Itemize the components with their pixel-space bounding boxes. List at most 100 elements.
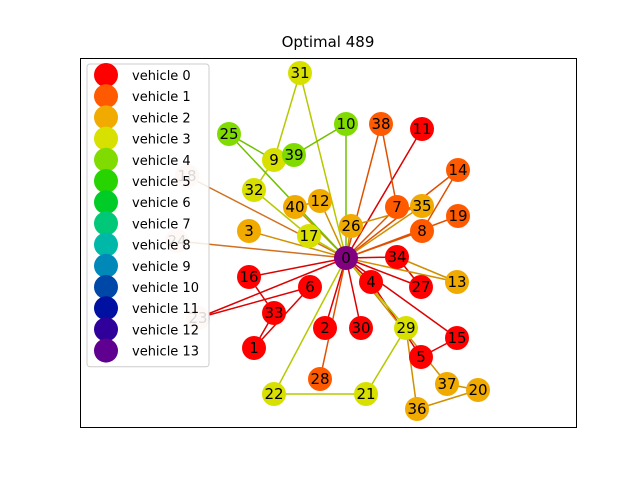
legend-marker-13 xyxy=(94,338,118,363)
node-label-14: 14 xyxy=(448,161,467,179)
node-circle-10 xyxy=(334,112,358,136)
node-6: 6 xyxy=(298,275,322,299)
node-30: 30 xyxy=(349,316,373,340)
legend-entry-2: vehicle 2 xyxy=(94,105,191,130)
node-5: 5 xyxy=(409,345,433,369)
legend-label-11: vehicle 11 xyxy=(132,302,199,317)
node-label-20: 20 xyxy=(468,381,487,399)
legend-marker-6 xyxy=(94,190,118,215)
node-circle-40 xyxy=(283,195,307,219)
node-label-31: 31 xyxy=(290,64,309,82)
legend-entry-6: vehicle 6 xyxy=(94,190,191,215)
legend-entry-11: vehicle 11 xyxy=(94,296,199,321)
node-label-11: 11 xyxy=(412,120,431,138)
route-edge-23-0 xyxy=(197,257,347,319)
node-label-17: 17 xyxy=(299,227,318,245)
legend-label-5: vehicle 5 xyxy=(132,175,191,190)
node-25: 25 xyxy=(217,122,241,146)
node-label-39: 39 xyxy=(284,146,303,164)
node-circle-11 xyxy=(410,117,434,141)
legend-entry-10: vehicle 10 xyxy=(94,275,199,299)
node-circle-9 xyxy=(262,148,286,172)
node-circle-15 xyxy=(445,326,469,350)
legend-label-7: vehicle 7 xyxy=(132,217,191,232)
node-0: 0 xyxy=(334,246,358,270)
route-edge-0-28 xyxy=(319,257,347,380)
node-circle-21 xyxy=(354,382,378,406)
node-32: 32 xyxy=(242,178,266,202)
legend-marker-7 xyxy=(94,211,118,236)
node-circle-13 xyxy=(445,270,469,294)
legend-label-10: vehicle 10 xyxy=(132,281,199,296)
node-27: 27 xyxy=(409,275,433,299)
route-edge-6-23 xyxy=(197,286,311,319)
route-edge-35-0 xyxy=(345,205,423,259)
node-label-16: 16 xyxy=(239,268,258,286)
route-edge-36-29 xyxy=(405,327,418,410)
node-label-10: 10 xyxy=(336,115,355,133)
legend-entry-12: vehicle 12 xyxy=(94,317,199,342)
node-label-19: 19 xyxy=(448,207,467,225)
node-circle-25 xyxy=(217,122,241,146)
legend-marker-12 xyxy=(94,317,118,342)
node-label-26: 26 xyxy=(341,217,360,235)
node-label-6: 6 xyxy=(305,278,315,296)
legend-label-6: vehicle 6 xyxy=(132,196,191,211)
node-28: 28 xyxy=(308,367,332,391)
route-edge-25-0 xyxy=(228,133,347,259)
route-edge-0-11 xyxy=(345,128,423,259)
node-label-1: 1 xyxy=(249,339,259,357)
node-circle-12 xyxy=(308,189,332,213)
node-circle-1 xyxy=(242,336,266,360)
node-37: 37 xyxy=(435,372,459,396)
route-edge-0-13 xyxy=(345,257,458,283)
node-label-34: 34 xyxy=(387,248,406,266)
legend-label-8: vehicle 8 xyxy=(132,239,191,254)
node-12: 12 xyxy=(308,189,332,213)
route-edge-0-29 xyxy=(345,257,407,329)
node-29: 29 xyxy=(394,316,418,340)
node-34: 34 xyxy=(385,245,409,269)
legend-marker-2 xyxy=(94,105,118,130)
node-39: 39 xyxy=(282,143,306,167)
node-15: 15 xyxy=(445,326,469,350)
legend-entry-13: vehicle 13 xyxy=(94,338,199,363)
legend-marker-10 xyxy=(94,275,118,299)
node-11: 11 xyxy=(410,117,434,141)
legend-entry-9: vehicle 9 xyxy=(94,253,191,278)
node-label-13: 13 xyxy=(447,273,466,291)
node-circle-39 xyxy=(282,143,306,167)
chart-title: Optimal 489 xyxy=(281,33,375,51)
legend-marker-4 xyxy=(94,147,118,172)
route-edge-29-21 xyxy=(365,327,407,395)
node-31: 31 xyxy=(288,61,312,85)
legend-label-12: vehicle 12 xyxy=(132,323,199,338)
node-10: 10 xyxy=(334,112,358,136)
node-circle-32 xyxy=(242,178,266,202)
node-8: 8 xyxy=(410,219,434,243)
legend-label-9: vehicle 9 xyxy=(132,260,191,275)
node-label-22: 22 xyxy=(264,385,283,403)
legend-label-13: vehicle 13 xyxy=(132,345,199,360)
node-circle-14 xyxy=(446,158,470,182)
node-circle-3 xyxy=(237,219,261,243)
legend-marker-11 xyxy=(94,296,118,321)
node-circle-37 xyxy=(435,372,459,396)
legend-marker-3 xyxy=(94,126,118,151)
route-edge-38-7 xyxy=(380,123,398,208)
route-edge-0-18 xyxy=(186,175,347,259)
route-edge-31-9 xyxy=(273,72,301,161)
node-22: 22 xyxy=(262,382,286,406)
node-label-5: 5 xyxy=(416,348,426,366)
node-label-32: 32 xyxy=(244,181,263,199)
node-label-35: 35 xyxy=(412,197,431,215)
node-circle-28 xyxy=(308,367,332,391)
node-label-40: 40 xyxy=(285,198,304,216)
node-3: 3 xyxy=(237,219,261,243)
node-36: 36 xyxy=(405,397,429,421)
route-edge-22-0 xyxy=(273,257,347,395)
node-1: 1 xyxy=(242,336,266,360)
legend-marker-0 xyxy=(94,63,118,87)
node-17: 17 xyxy=(297,224,321,248)
node-label-8: 8 xyxy=(417,222,427,240)
